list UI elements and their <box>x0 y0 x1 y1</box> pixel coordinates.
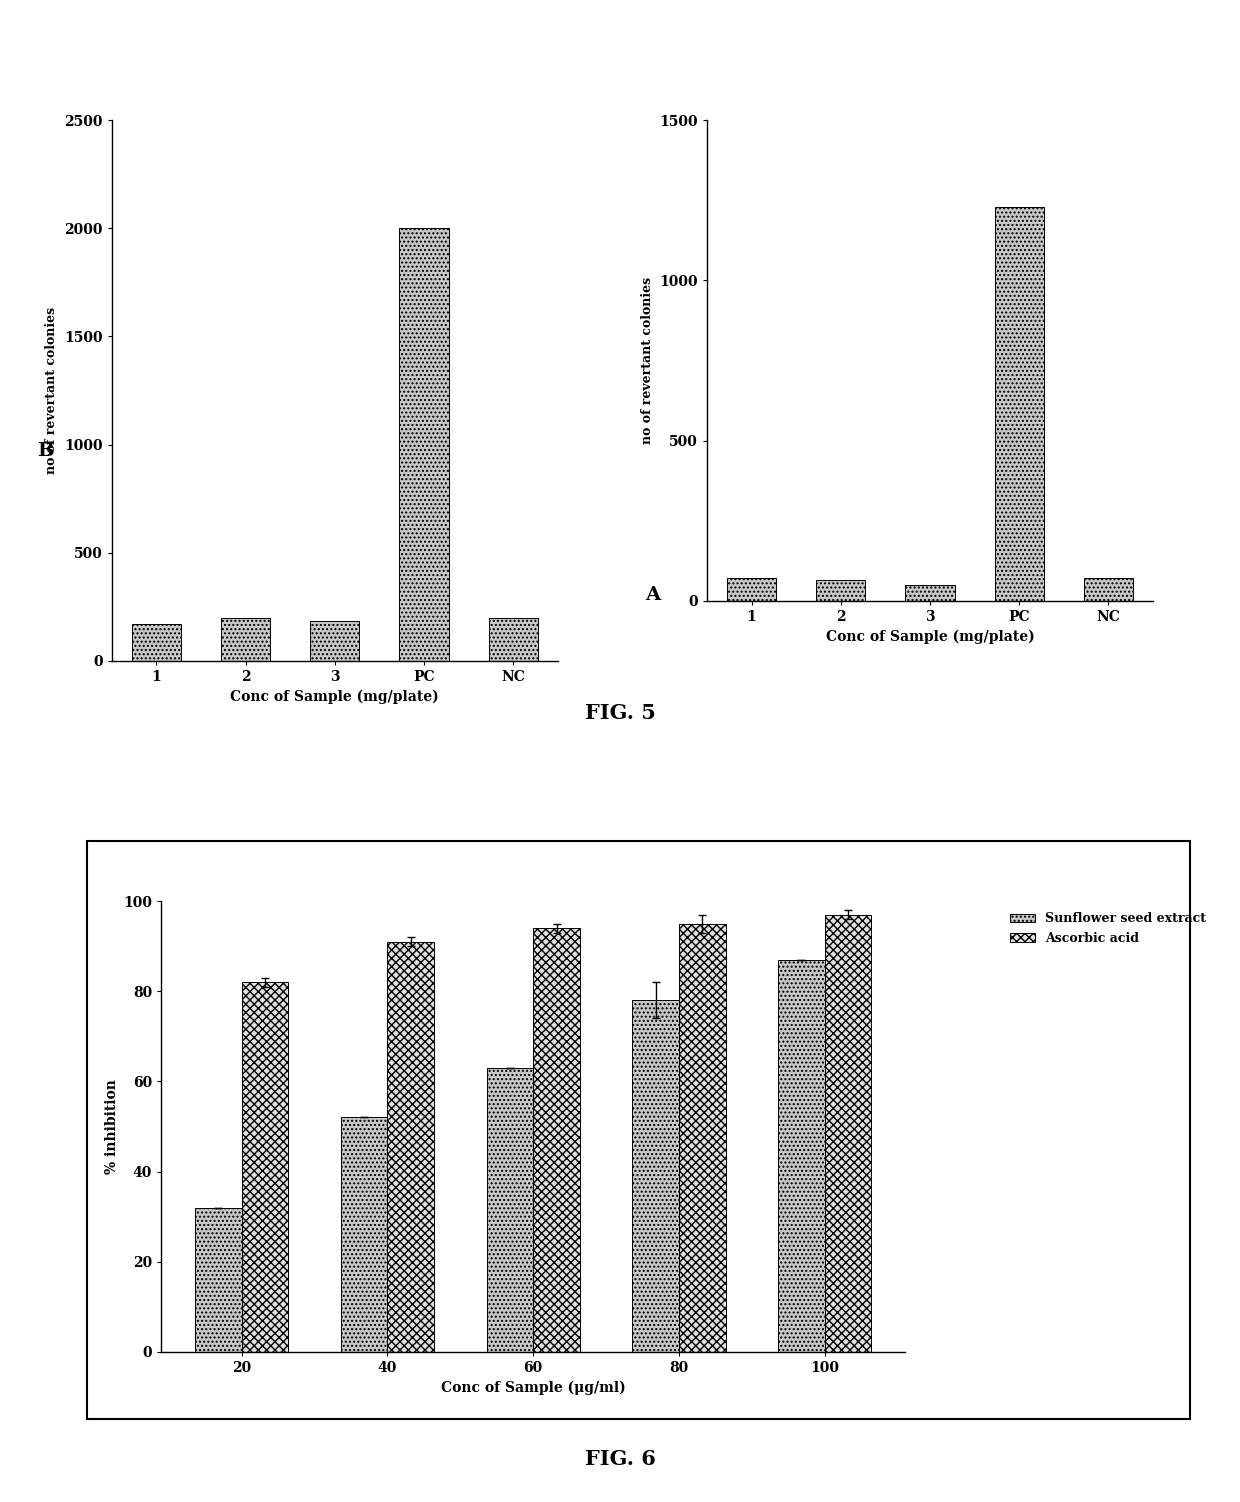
Bar <box>680 924 725 1352</box>
Bar <box>905 584 955 601</box>
Bar <box>341 1117 387 1352</box>
Legend: Sunflower seed extract, Ascorbic acid: Sunflower seed extract, Ascorbic acid <box>1006 907 1211 949</box>
Bar <box>486 1068 533 1352</box>
Bar <box>632 1000 680 1352</box>
Bar <box>399 228 449 661</box>
Bar <box>131 625 181 661</box>
Bar <box>387 942 434 1352</box>
Bar <box>533 928 580 1352</box>
Bar <box>1084 578 1133 601</box>
Bar <box>489 617 538 661</box>
X-axis label: Conc of Sample (μg/ml): Conc of Sample (μg/ml) <box>441 1380 625 1395</box>
Bar <box>310 620 360 661</box>
Bar <box>221 617 270 661</box>
Bar <box>727 578 776 601</box>
Text: FIG. 5: FIG. 5 <box>584 703 656 724</box>
Text: B: B <box>37 442 53 460</box>
Bar <box>242 982 289 1352</box>
Bar <box>777 960 825 1352</box>
Y-axis label: no of revertant colonies: no of revertant colonies <box>641 276 653 445</box>
Bar <box>816 580 866 601</box>
Text: FIG. 6: FIG. 6 <box>584 1449 656 1469</box>
Y-axis label: no of revertant colonies: no of revertant colonies <box>46 306 58 475</box>
Bar <box>994 207 1044 601</box>
Y-axis label: % inhibition: % inhibition <box>105 1078 119 1175</box>
X-axis label: Conc of Sample (mg/plate): Conc of Sample (mg/plate) <box>826 629 1034 644</box>
Bar <box>825 915 872 1352</box>
Text: A: A <box>645 586 660 604</box>
X-axis label: Conc of Sample (mg/plate): Conc of Sample (mg/plate) <box>231 689 439 704</box>
Bar <box>195 1208 242 1352</box>
